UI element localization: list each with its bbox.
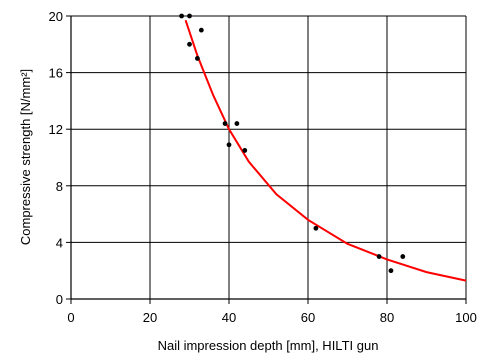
data-point-10 — [376, 254, 382, 259]
x-tick-label-5: 100 — [455, 310, 477, 325]
data-point-0 — [179, 13, 185, 19]
data-point-5 — [222, 121, 228, 126]
x-tick-label-4: 80 — [380, 310, 394, 325]
data-point-6 — [226, 142, 232, 148]
y-tick-label-5: 20 — [49, 9, 63, 24]
data-point-4 — [198, 27, 204, 33]
x-tick-label-3: 60 — [301, 310, 315, 325]
tick-labels: 0 20 40 60 80 100 0 4 8 12 16 20 — [49, 9, 477, 325]
y-tick-label-0: 0 — [56, 292, 63, 307]
x-tick-label-0: 0 — [67, 310, 74, 325]
data-point-12 — [400, 254, 406, 259]
fit-curve-group — [184, 19, 467, 282]
y-axis-label: Compressive strength [N/mm²] — [18, 69, 33, 245]
x-axis-label: Nail impression depth [mm], HILTI gun — [158, 338, 379, 353]
data-point-8 — [242, 148, 248, 153]
data-point-9 — [313, 225, 319, 231]
fit-curve — [184, 19, 467, 282]
y-tick-label-1: 4 — [56, 235, 63, 250]
axes — [66, 15, 467, 304]
data-point-7 — [234, 121, 240, 126]
x-tick-label-2: 40 — [222, 310, 236, 325]
data-point-11 — [388, 268, 394, 274]
data-point-3 — [195, 56, 200, 61]
data-point-2 — [187, 41, 192, 47]
data-points — [179, 13, 406, 274]
x-tick-label-1: 20 — [143, 310, 157, 325]
y-tick-label-2: 8 — [56, 179, 63, 194]
y-tick-label-4: 16 — [49, 66, 63, 81]
y-tick-label-3: 12 — [49, 122, 63, 137]
grid — [70, 15, 467, 300]
data-point-1 — [187, 13, 192, 19]
